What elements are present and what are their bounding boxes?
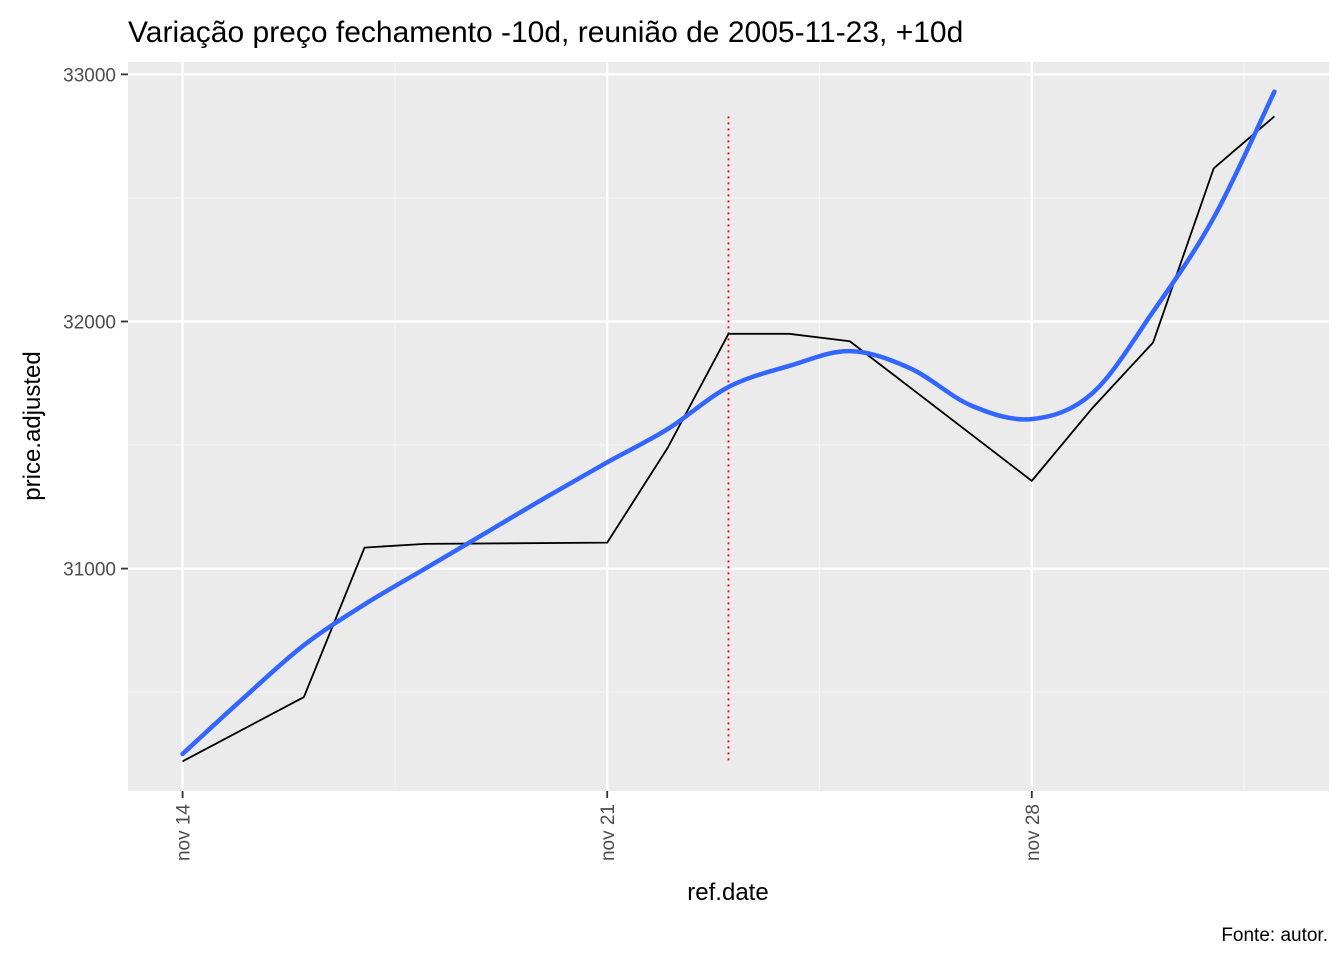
series-group bbox=[180, 89, 1277, 763]
x-tick-label-0: nov 14 bbox=[174, 804, 195, 861]
x-axis-title: ref.date bbox=[687, 879, 768, 906]
x-tick-label-1: nov 21 bbox=[598, 804, 619, 861]
chart-title: Variação preço fechamento -10d, reunião … bbox=[128, 16, 963, 49]
series-line-price bbox=[182, 115, 1275, 763]
y-tick-label-0: 31000 bbox=[63, 560, 116, 581]
major-gridlines bbox=[128, 62, 1329, 791]
y-axis-title: price.adjusted bbox=[19, 351, 46, 500]
y-axis: 31000 32000 33000 bbox=[63, 65, 128, 581]
series-line-smooth bbox=[180, 89, 1277, 757]
x-tick-label-2: nov 28 bbox=[1023, 804, 1044, 861]
minor-gridlines bbox=[128, 62, 1329, 791]
y-tick-label-1: 32000 bbox=[63, 312, 116, 333]
caption: Fonte: autor. bbox=[1221, 925, 1328, 946]
x-axis: nov 14 nov 21 nov 28 bbox=[174, 791, 1044, 861]
y-tick-label-2: 33000 bbox=[63, 65, 116, 86]
